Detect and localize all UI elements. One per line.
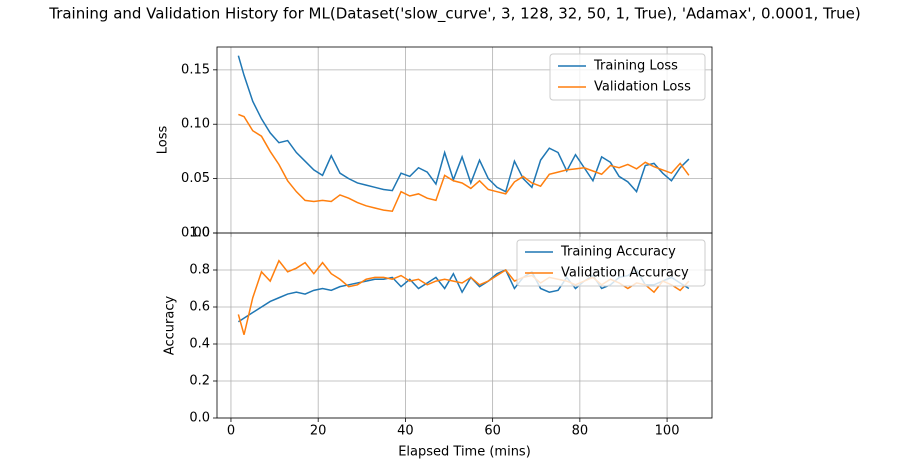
legend-label: Training Accuracy	[560, 245, 676, 260]
y-tick-label: 0.8	[189, 263, 210, 278]
y-tick-label: 1.0	[189, 226, 210, 241]
figure-title: Training and Validation History for ML(D…	[48, 5, 861, 24]
series-line	[238, 113, 690, 213]
y-axis-label: Accuracy	[163, 296, 178, 356]
legend-box	[549, 53, 706, 101]
x-tick-label: 20	[310, 424, 327, 439]
y-tick-label: 0.15	[181, 62, 210, 77]
legend: Training Accuracy Validation Accuracy	[516, 239, 706, 287]
y-tick-label: 0.10	[181, 117, 210, 132]
y-tick-label: 0.05	[181, 171, 210, 186]
y-tick-label: 0.00	[181, 226, 210, 241]
legend: Training Loss Validation Loss	[549, 53, 706, 101]
legend-box	[516, 239, 706, 287]
x-tick-label: 0	[227, 424, 235, 439]
x-tick-label: 80	[572, 424, 589, 439]
legend-label: Validation Loss	[594, 80, 691, 95]
y-tick-label: 0.0	[189, 411, 210, 426]
legend-label: Validation Accuracy	[561, 266, 689, 281]
x-tick-label: 40	[397, 424, 414, 439]
x-tick-label: 60	[484, 424, 501, 439]
legend-label: Training Loss	[593, 59, 678, 74]
axes-frame	[216, 232, 713, 419]
y-axis-label: Loss	[156, 126, 171, 155]
x-axis-label: Elapsed Time (mins)	[398, 445, 531, 460]
x-tick-label: 100	[655, 424, 680, 439]
y-tick-label: 0.6	[189, 300, 210, 315]
y-tick-label: 0.4	[189, 337, 210, 352]
y-tick-label: 0.2	[189, 374, 210, 389]
